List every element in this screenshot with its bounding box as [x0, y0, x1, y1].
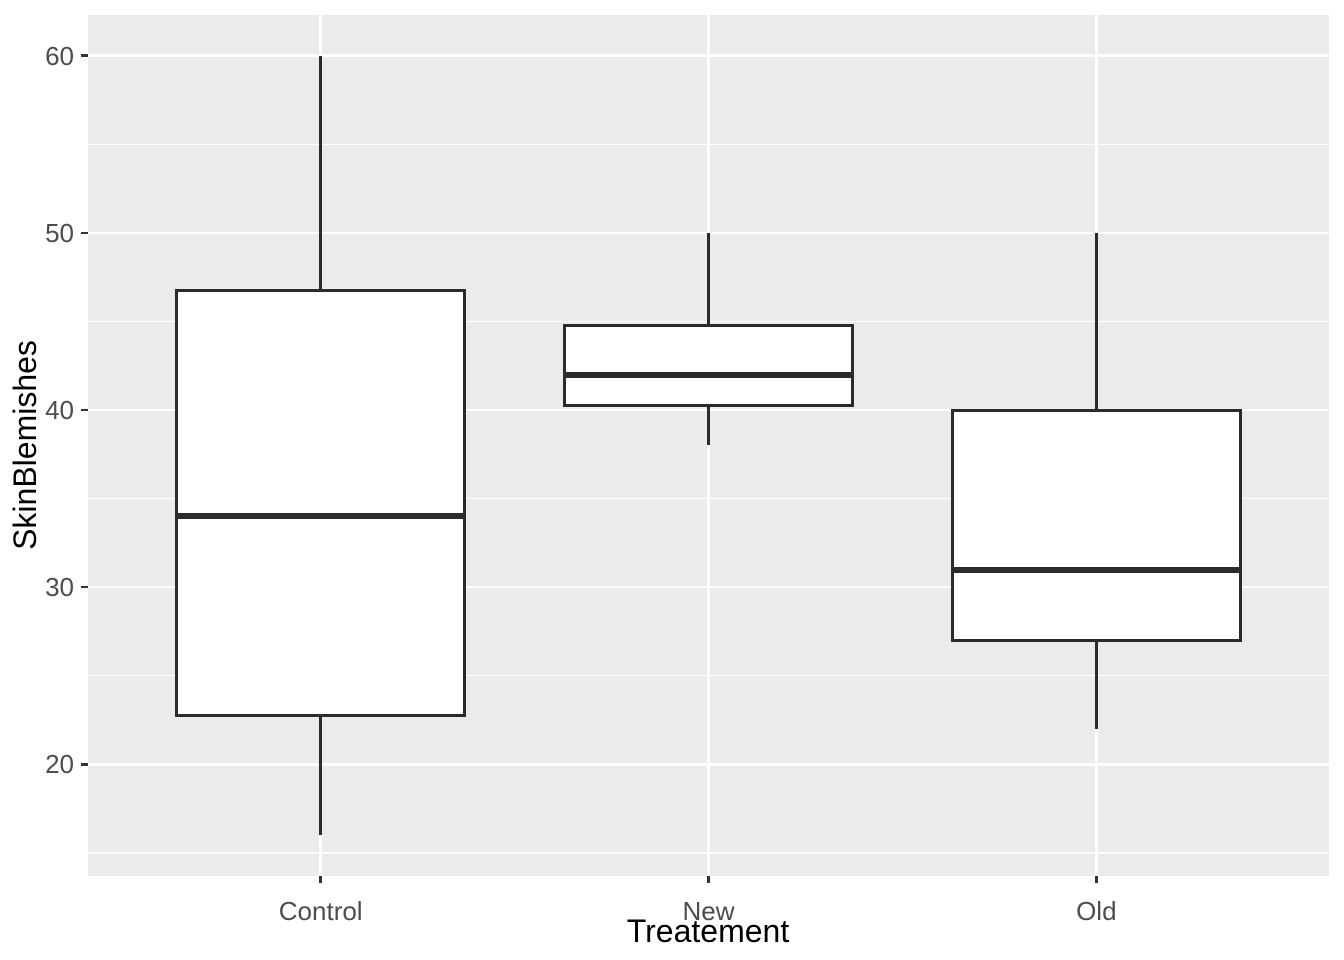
- plot-panel: [88, 15, 1329, 876]
- y-tick-mark: [81, 763, 88, 766]
- y-axis-title: SkinBlemishes: [7, 340, 43, 550]
- y-tick-label: 30: [45, 572, 74, 603]
- boxplot-whisker-lower: [707, 405, 710, 446]
- boxplot-layer: [88, 15, 1329, 876]
- y-tick-label: 20: [45, 749, 74, 780]
- y-tick-mark: [81, 231, 88, 235]
- boxplot-box: [175, 288, 467, 718]
- x-gridline-major: [707, 15, 710, 876]
- y-tick-label: 40: [45, 395, 74, 426]
- x-tick-mark: [707, 876, 710, 883]
- y-tick-mark: [81, 585, 88, 589]
- boxplot-whisker-upper: [707, 232, 710, 326]
- x-tick-label: New: [682, 896, 735, 926]
- x-tick-label: Old: [1076, 896, 1117, 926]
- x-tick-label: Control: [278, 896, 363, 926]
- boxplot-whisker-upper: [319, 55, 323, 291]
- boxplot-whisker-lower: [319, 715, 323, 836]
- boxplot-whisker-upper: [1094, 232, 1098, 411]
- boxplot-box: [563, 324, 854, 408]
- boxplot-median: [950, 566, 1242, 573]
- boxplot-median: [563, 371, 854, 378]
- boxplot-median: [175, 513, 467, 520]
- x-tick-mark: [319, 876, 322, 883]
- x-tick-mark: [1095, 876, 1098, 883]
- y-tick-label: 60: [45, 40, 74, 71]
- y-tick-label: 50: [45, 217, 74, 248]
- y-tick-mark: [81, 54, 88, 57]
- x-axis-title: Treatement: [626, 913, 790, 949]
- boxplot-whisker-lower: [1094, 640, 1098, 729]
- boxplot-box: [950, 408, 1242, 642]
- y-tick-mark: [81, 408, 88, 412]
